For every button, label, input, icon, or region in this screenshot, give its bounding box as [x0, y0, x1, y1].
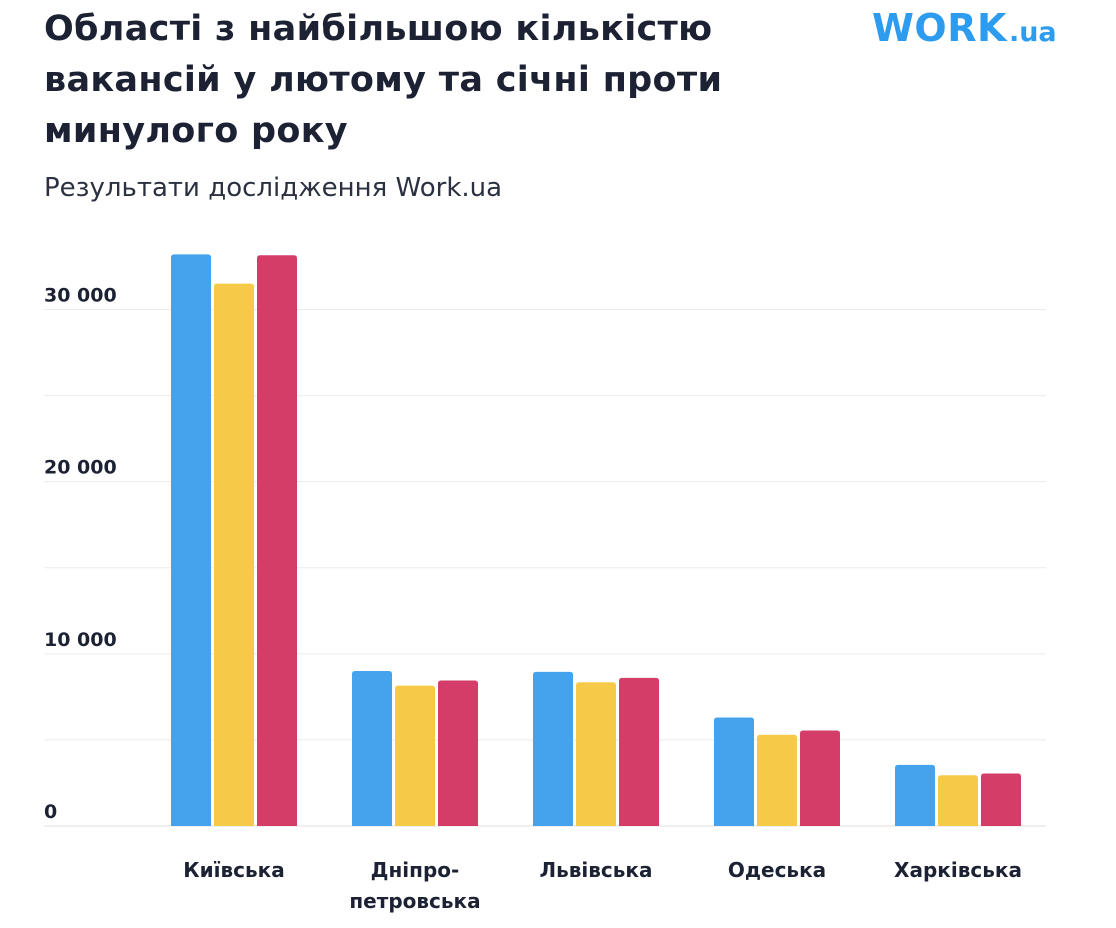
- bar: [576, 682, 616, 826]
- y-tick-label: 20 000: [44, 457, 117, 479]
- bar: [714, 717, 754, 826]
- x-tick-label: Харківська: [894, 858, 1022, 882]
- bar: [533, 671, 573, 826]
- bar: [800, 730, 840, 826]
- x-tick-label: Львівська: [540, 858, 653, 882]
- bar: [214, 283, 254, 826]
- x-tick-label: Київська: [183, 858, 284, 882]
- bar: [619, 677, 659, 826]
- bar: [438, 680, 478, 826]
- bars: [171, 254, 1021, 827]
- y-tick-label: 0: [44, 801, 57, 823]
- bar: [257, 255, 297, 827]
- chart-subtitle: Результати дослідження Work.ua: [44, 173, 503, 203]
- work-ua-logo: WORK .ua: [872, 6, 1057, 50]
- bar: [895, 764, 935, 826]
- bar: [938, 775, 978, 826]
- y-axis-ticks: 0 10 000 20 000 30 000: [44, 284, 117, 823]
- x-tick-label: Одеська: [728, 858, 826, 882]
- bar: [352, 671, 392, 826]
- y-tick-label: 10 000: [44, 629, 117, 651]
- bar: [981, 773, 1021, 826]
- y-tick-label: 30 000: [44, 284, 117, 306]
- bar: [171, 254, 211, 826]
- chart-title: Області з найбільшою кількістю вакансій …: [44, 9, 723, 151]
- bar: [395, 685, 435, 826]
- logo-work-text: WORK: [872, 6, 1007, 50]
- bar: [757, 734, 797, 826]
- x-axis-labels: Київська Дніпро-петровська Львівська Одеськ…: [183, 858, 1022, 913]
- logo-ua-text: .ua: [1008, 17, 1057, 48]
- x-tick-label: Дніпро-петровська: [349, 858, 480, 913]
